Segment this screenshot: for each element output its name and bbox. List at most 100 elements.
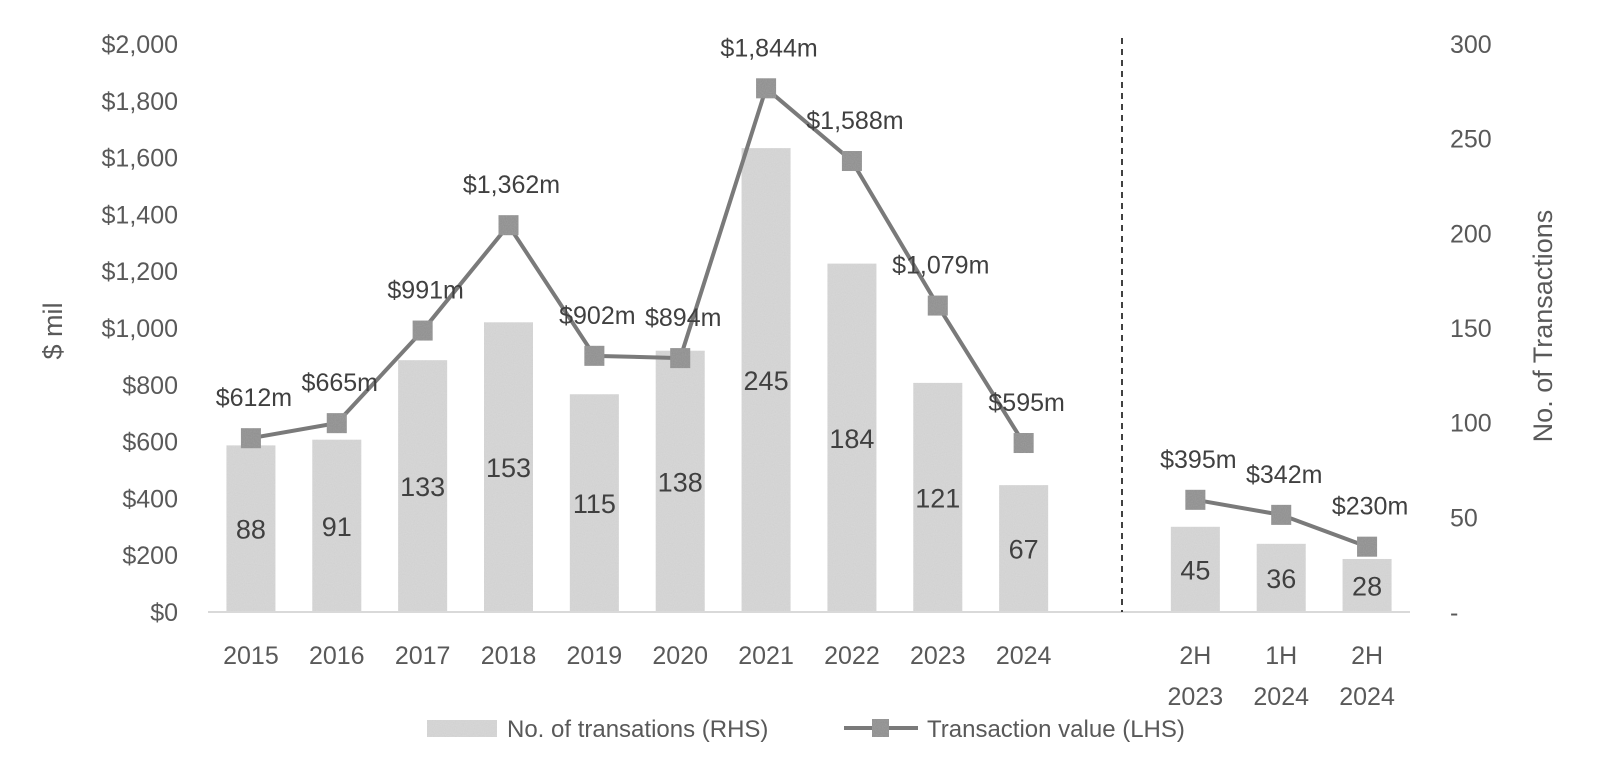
x-axis-tick-label: 2021 xyxy=(738,642,794,670)
left-axis-tick-label: $800 xyxy=(122,372,178,400)
x-axis-tick-label: 2H xyxy=(1351,642,1383,670)
left-axis: $0 $200 $400 $600 $800 $1,000 $1,200 $1,400 $1,6… xyxy=(102,31,178,627)
bar xyxy=(913,382,963,612)
legend: No. of transations (RHS) Transaction val… xyxy=(427,716,1185,743)
line-marker xyxy=(412,320,433,341)
x-axis-tick-label: 2024 xyxy=(1339,683,1395,711)
left-axis-tick-label: $600 xyxy=(122,429,178,457)
line-value-label: $1,362m xyxy=(463,171,560,199)
x-axis-tick-label: 2020 xyxy=(652,642,708,670)
bar-label-group: 88 91 133 153 115 138 245 184 121 67 45 36 28 xyxy=(236,366,1382,601)
bar xyxy=(999,485,1049,612)
bar-value-label: 138 xyxy=(658,467,703,497)
line-marker xyxy=(584,345,605,366)
bar-series xyxy=(226,148,1392,612)
left-axis-tick-label: $2,000 xyxy=(102,31,178,59)
line-marker xyxy=(756,78,777,99)
right-axis-tick-label: 50 xyxy=(1450,504,1478,532)
bar-value-label: 121 xyxy=(915,483,960,513)
legend-line-marker xyxy=(872,719,889,737)
left-axis-tick-label: $200 xyxy=(122,542,178,570)
right-axis-tick-label: 300 xyxy=(1450,31,1492,59)
x-axis-tick-label: 1H xyxy=(1265,642,1297,670)
line-value-label: $395m xyxy=(1160,446,1236,474)
bar-value-label: 133 xyxy=(400,472,445,502)
x-axis-labels: 2015 2016 2017 2018 2019 2020 2021 2022 2023 2024… xyxy=(223,642,1395,711)
bar-value-label: 28 xyxy=(1352,571,1382,601)
bar xyxy=(226,445,276,612)
legend-bar-label: No. of transations (RHS) xyxy=(507,716,768,743)
line-label-group: $612m $665m $991m $1,362m $902m $894m $1,844m $… xyxy=(216,34,1409,520)
bar xyxy=(1342,558,1392,612)
left-axis-tick-label: $1,400 xyxy=(102,201,178,229)
bar-value-label: 245 xyxy=(744,366,789,396)
left-axis-tick-label: $400 xyxy=(122,485,178,513)
line-value-label: $612m xyxy=(216,384,292,412)
line-marker xyxy=(326,413,347,434)
bar-value-label: 184 xyxy=(829,424,874,454)
line-value-label: $1,844m xyxy=(720,34,817,62)
legend-line-label: Transaction value (LHS) xyxy=(927,716,1185,743)
x-axis-tick-label: 2024 xyxy=(996,642,1052,670)
line-marker xyxy=(498,215,519,236)
left-axis-tick-label: $1,200 xyxy=(102,258,178,286)
x-axis-tick-label: 2019 xyxy=(567,642,623,670)
legend-bar-swatch xyxy=(427,720,497,737)
line-marker xyxy=(1271,504,1292,525)
line-value-label: $595m xyxy=(988,389,1064,417)
line-value-label: $991m xyxy=(387,277,463,305)
line-value-label: $665m xyxy=(302,369,378,397)
bar-value-label: 91 xyxy=(322,512,352,542)
bar-value-label: 115 xyxy=(573,489,616,519)
line-value-label: $894m xyxy=(645,304,721,332)
line-marker xyxy=(240,428,261,449)
line-value-label: $1,588m xyxy=(806,107,903,135)
right-axis: - 50 100 150 200 250 300 xyxy=(1450,31,1492,627)
bar xyxy=(484,322,533,612)
left-axis-title: $ mil xyxy=(38,302,68,359)
line-value-label: $1,079m xyxy=(892,252,989,280)
x-axis-tick-label: 2015 xyxy=(223,642,279,670)
right-axis-tick-label: 200 xyxy=(1450,220,1492,248)
line-marker xyxy=(927,295,948,316)
bar-value-label: 36 xyxy=(1266,564,1296,594)
bar-value-label: 153 xyxy=(486,453,531,483)
x-axis-tick-label: 2022 xyxy=(824,642,880,670)
bar xyxy=(741,148,791,612)
right-axis-tick-label: 150 xyxy=(1450,315,1492,343)
x-axis-tick-label: 2017 xyxy=(395,642,451,670)
left-axis-tick-label: $1,800 xyxy=(102,88,178,116)
right-axis-tick-label: 100 xyxy=(1450,410,1492,438)
line-value-label: $230m xyxy=(1332,493,1408,521)
line-value-label: $342m xyxy=(1246,461,1322,489)
bar-value-label: 67 xyxy=(1009,535,1039,565)
line-value-label: $902m xyxy=(559,302,635,330)
line-marker xyxy=(841,151,862,172)
x-axis-tick-label: 2016 xyxy=(309,642,365,670)
left-axis-tick-label: $0 xyxy=(150,599,178,627)
bar xyxy=(312,439,362,612)
bar xyxy=(569,394,619,612)
x-axis-tick-label: 2023 xyxy=(1168,683,1224,711)
line-marker xyxy=(1013,433,1034,454)
bar xyxy=(827,263,877,612)
x-axis-tick-label: 2H xyxy=(1179,642,1211,670)
x-axis-tick-label: 2023 xyxy=(910,642,966,670)
bar xyxy=(398,360,448,612)
right-axis-tick-label: - xyxy=(1450,599,1458,627)
right-axis-tick-label: 250 xyxy=(1450,126,1492,154)
right-axis-title: No. of Transactions xyxy=(1528,210,1558,443)
bar xyxy=(1256,543,1306,612)
x-axis-tick-label: 2024 xyxy=(1253,683,1309,711)
bar-value-label: 88 xyxy=(236,515,266,545)
line-marker xyxy=(1185,489,1206,510)
bar xyxy=(1170,526,1220,612)
bar xyxy=(655,350,705,612)
line-series xyxy=(240,78,1378,557)
line-marker xyxy=(670,348,691,369)
line-marker xyxy=(1357,536,1378,557)
left-axis-tick-label: $1,000 xyxy=(102,315,178,343)
x-axis-tick-label: 2018 xyxy=(481,642,537,670)
left-axis-tick-label: $1,600 xyxy=(102,145,178,173)
